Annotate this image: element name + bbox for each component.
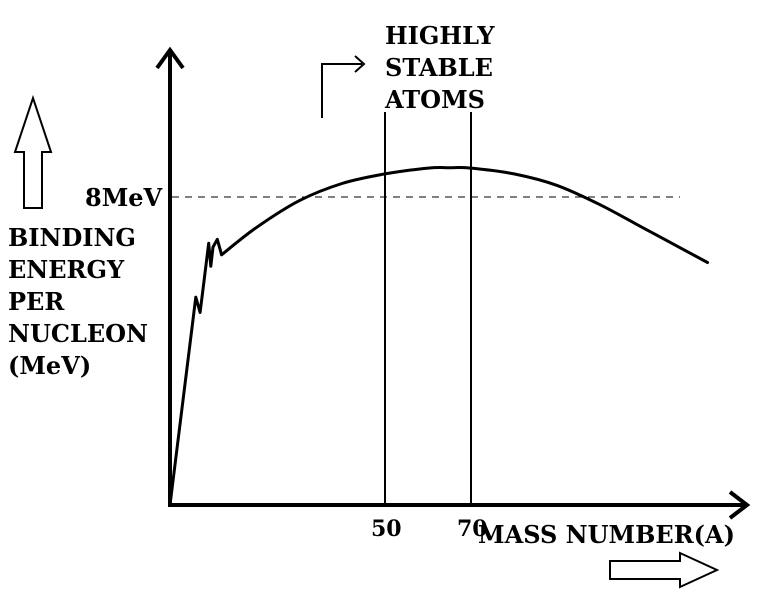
binding-energy-curve-light — [168, 237, 224, 506]
y-axis-label-line-2: ENERGY — [8, 255, 125, 284]
y-axis-label-line-5: (MeV) — [8, 351, 92, 380]
annotation-line-3: ATOMS — [385, 85, 485, 114]
annotation-line-1: HIGHLY — [385, 21, 495, 50]
x-tick-label-70: 70 — [457, 516, 488, 542]
x-axis-label: MASS NUMBER(A) — [478, 520, 735, 549]
y-axis-label-line-1: BINDING — [8, 223, 136, 252]
y-axis-label: BINDING ENERGY PER NUCLEON (MeV) — [8, 222, 148, 382]
reference-line-label: 8MeV — [85, 183, 163, 212]
y-axis-arrowhead — [155, 46, 185, 70]
x-axis-arrowhead — [728, 490, 751, 520]
binding-energy-curve — [220, 166, 709, 264]
y-axis-label-line-3: PER — [8, 287, 65, 316]
right-arrow-icon — [609, 551, 720, 589]
annotation-line-2: STABLE — [385, 53, 493, 82]
bent-arrow-icon — [321, 63, 362, 118]
x-tick-label-50: 50 — [371, 516, 402, 542]
bent-arrow-head — [354, 55, 366, 73]
annotation-label: HIGHLY STABLE ATOMS — [385, 20, 495, 116]
y-axis-label-line-4: NUCLEON — [8, 319, 148, 348]
up-arrow-icon — [13, 94, 53, 209]
